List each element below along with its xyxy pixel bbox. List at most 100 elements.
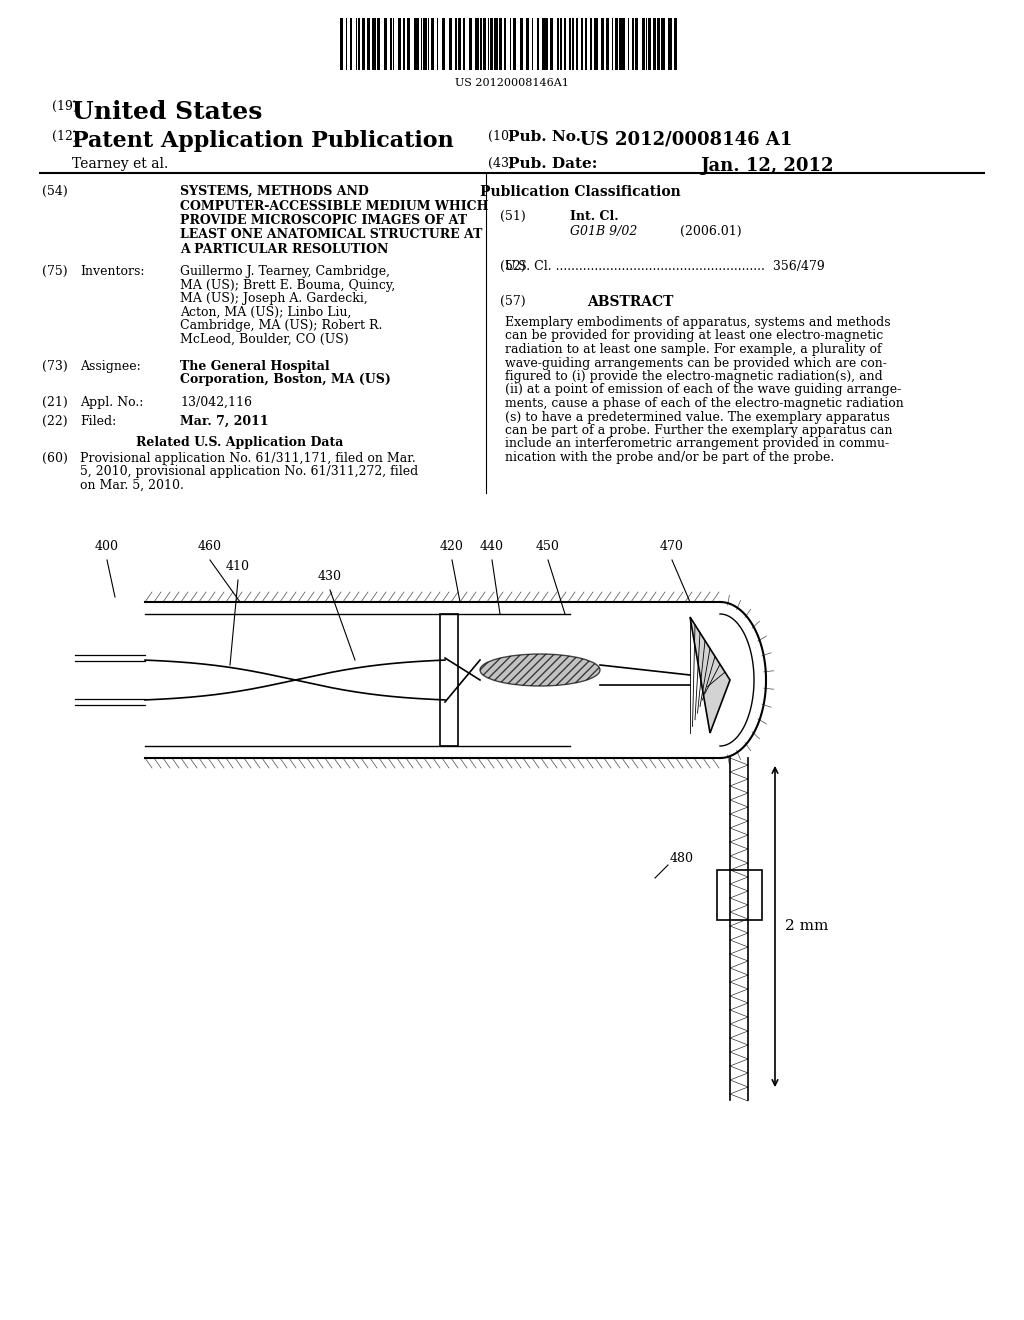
Text: nication with the probe and/or be part of the probe.: nication with the probe and/or be part o…	[505, 451, 835, 465]
Bar	[504, 18, 506, 70]
Bar	[606, 18, 608, 70]
Bar	[403, 18, 404, 70]
Text: Acton, MA (US); Linbo Liu,: Acton, MA (US); Linbo Liu,	[180, 305, 351, 318]
Text: include an interferometric arrangement provided in commu-: include an interferometric arrangement p…	[505, 437, 889, 450]
Bar	[571, 18, 574, 70]
Bar	[361, 18, 365, 70]
Bar	[495, 18, 498, 70]
Text: ABSTRACT: ABSTRACT	[587, 294, 673, 309]
Ellipse shape	[480, 653, 600, 686]
Text: Appl. No.:: Appl. No.:	[80, 396, 143, 409]
Bar	[440, 614, 458, 746]
Bar	[614, 18, 618, 70]
Bar	[441, 18, 445, 70]
Text: 450: 450	[536, 540, 560, 553]
Text: MA (US); Brett E. Bouma, Quincy,: MA (US); Brett E. Bouma, Quincy,	[180, 279, 395, 292]
Text: (73): (73)	[42, 360, 68, 374]
Bar	[479, 18, 482, 70]
Text: (75): (75)	[42, 265, 68, 279]
Bar	[384, 18, 387, 70]
Text: 460: 460	[198, 540, 222, 553]
Bar	[513, 18, 516, 70]
Bar	[669, 18, 672, 70]
Bar	[449, 18, 453, 70]
Text: SYSTEMS, METHODS AND: SYSTEMS, METHODS AND	[180, 185, 369, 198]
Text: Tearney et al.: Tearney et al.	[72, 157, 168, 172]
Text: Provisional application No. 61/311,171, filed on Mar.: Provisional application No. 61/311,171, …	[80, 451, 416, 465]
Text: 13/042,116: 13/042,116	[180, 396, 252, 409]
Bar	[653, 18, 656, 70]
Text: U.S. Cl. ......................................................  356/479: U.S. Cl. ...............................…	[505, 260, 824, 273]
Bar	[537, 18, 540, 70]
Bar	[717, 870, 762, 920]
Text: Pub. Date:: Pub. Date:	[508, 157, 597, 172]
Bar	[601, 18, 604, 70]
Text: A PARTICULAR RESOLUTION: A PARTICULAR RESOLUTION	[180, 243, 388, 256]
Text: can be part of a probe. Further the exemplary apparatus can: can be part of a probe. Further the exem…	[505, 424, 893, 437]
Text: wave-guiding arrangements can be provided which are con-: wave-guiding arrangements can be provide…	[505, 356, 887, 370]
Text: Patent Application Publication: Patent Application Publication	[72, 129, 454, 152]
Bar	[469, 18, 472, 70]
Bar	[520, 18, 522, 70]
Bar	[398, 18, 401, 70]
Text: 430: 430	[318, 570, 342, 583]
Polygon shape	[690, 616, 730, 733]
Text: can be provided for providing at least one electro-magnetic: can be provided for providing at least o…	[505, 330, 884, 342]
Text: G01B 9/02: G01B 9/02	[570, 224, 637, 238]
Bar	[475, 18, 478, 70]
Text: (s) to have a predetermined value. The exemplary apparatus: (s) to have a predetermined value. The e…	[505, 411, 890, 424]
Text: US 20120008146A1: US 20120008146A1	[455, 78, 569, 88]
Bar	[632, 18, 634, 70]
Bar	[499, 18, 503, 70]
Bar	[463, 18, 466, 70]
Text: (57): (57)	[500, 294, 525, 308]
Bar	[560, 18, 562, 70]
Bar	[377, 18, 380, 70]
Text: 410: 410	[226, 560, 250, 573]
Bar	[421, 18, 423, 70]
Bar	[373, 18, 376, 70]
Text: McLeod, Boulder, CO (US): McLeod, Boulder, CO (US)	[180, 333, 348, 346]
Text: ments, cause a phase of each of the electro-magnetic radiation: ments, cause a phase of each of the elec…	[505, 397, 904, 411]
Text: The General Hospital: The General Hospital	[180, 360, 330, 374]
Bar	[436, 18, 438, 70]
Text: US 2012/0008146 A1: US 2012/0008146 A1	[580, 129, 793, 148]
Text: (10): (10)	[488, 129, 514, 143]
Text: 420: 420	[440, 540, 464, 553]
Bar	[648, 18, 650, 70]
Text: (43): (43)	[488, 157, 514, 170]
Bar	[550, 18, 553, 70]
Text: Int. Cl.: Int. Cl.	[570, 210, 618, 223]
Bar	[368, 18, 370, 70]
Bar	[349, 18, 352, 70]
Text: (52): (52)	[500, 260, 525, 273]
Bar	[340, 18, 343, 70]
Text: LEAST ONE ANATOMICAL STRUCTURE AT: LEAST ONE ANATOMICAL STRUCTURE AT	[180, 228, 482, 242]
Text: Assignee:: Assignee:	[80, 360, 140, 374]
Bar	[564, 18, 565, 70]
Text: 2 mm: 2 mm	[785, 920, 828, 933]
Bar	[390, 18, 392, 70]
Text: 480: 480	[670, 851, 694, 865]
Text: Cambridge, MA (US); Robert R.: Cambridge, MA (US); Robert R.	[180, 319, 382, 333]
Text: Jan. 12, 2012: Jan. 12, 2012	[700, 157, 834, 176]
Text: (2006.01): (2006.01)	[680, 224, 741, 238]
Text: (51): (51)	[500, 210, 525, 223]
Text: (22): (22)	[42, 414, 68, 428]
Text: (54): (54)	[42, 185, 68, 198]
Text: Mar. 7, 2011: Mar. 7, 2011	[180, 414, 268, 428]
Text: Inventors:: Inventors:	[80, 265, 144, 279]
Bar	[624, 18, 626, 70]
Text: 440: 440	[480, 540, 504, 553]
Text: 400: 400	[95, 540, 119, 553]
Bar	[416, 18, 419, 70]
Text: United States: United States	[72, 100, 262, 124]
Text: Guillermo J. Tearney, Cambridge,: Guillermo J. Tearney, Cambridge,	[180, 265, 390, 279]
Text: MA (US); Joseph A. Gardecki,: MA (US); Joseph A. Gardecki,	[180, 292, 368, 305]
Bar	[526, 18, 528, 70]
Bar	[662, 18, 665, 70]
Bar	[577, 18, 578, 70]
Text: (ii) at a point of emission of each of the wave guiding arrange-: (ii) at a point of emission of each of t…	[505, 384, 901, 396]
Bar	[595, 18, 598, 70]
Bar	[620, 18, 623, 70]
